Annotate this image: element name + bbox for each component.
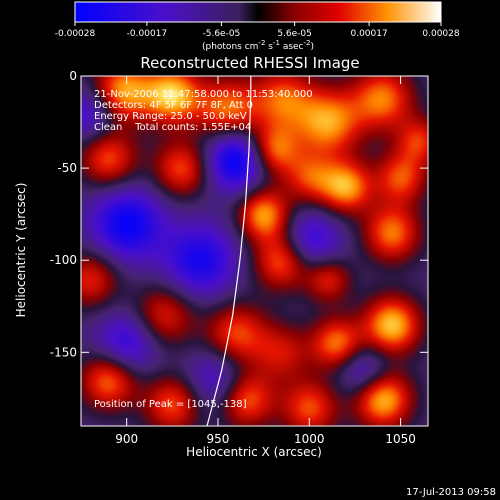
colorbar-tick-label: 5.6e-05 xyxy=(277,29,312,39)
y-tick-label: 0 xyxy=(69,69,77,83)
colorbar-tick-label: -5.6e-05 xyxy=(202,29,240,39)
colorbar: -0.00028 -0.00017 -5.6e-05 5.6e-05 0.00017 0.… xyxy=(55,1,460,52)
annotation-peak: Position of Peak = [1045,-138] xyxy=(94,399,247,410)
solar-limb-line xyxy=(206,76,252,427)
annotation-detectors: Detectors: 4F 5F 6F 7F 8F, Att 0 xyxy=(94,100,253,111)
colorbar-ticks: -0.00028 -0.00017 -5.6e-05 5.6e-05 0.00017 0.… xyxy=(55,22,460,39)
colorbar-tick-label: 0.00017 xyxy=(350,29,387,39)
x-tick-label: 1050 xyxy=(385,432,416,446)
colorbar-tick-label: -0.00017 xyxy=(127,29,167,39)
x-tick-label: 1000 xyxy=(294,432,325,446)
chart-title: Reconstructed RHESSI Image xyxy=(140,54,359,72)
annotation-time: 21-Nov-2006 11:47:58.000 to 11:53:40.000 xyxy=(94,89,313,100)
x-tick-label: 900 xyxy=(115,432,138,446)
heatmap-image xyxy=(81,76,428,426)
annotation-block: 21-Nov-2006 11:47:58.000 to 11:53:40.000… xyxy=(94,89,313,410)
axis-ticks: 900 950 1000 1050 0 -50 -100 -150 xyxy=(50,69,428,446)
colorbar-gradient xyxy=(75,2,441,22)
colorbar-tick-label: 0.00028 xyxy=(422,29,459,39)
annotation-energy: Energy Range: 25.0 - 50.0 keV xyxy=(94,111,247,122)
y-tick-label: -100 xyxy=(50,253,77,267)
y-tick-label: -50 xyxy=(57,161,77,175)
colorbar-unit-label: (photons cm-2 s-1 asec-2) xyxy=(202,39,314,52)
colorbar-tick-label: -0.00028 xyxy=(55,29,96,39)
timestamp: 17-Jul-2013 09:58 xyxy=(406,487,496,498)
x-axis-label: Heliocentric X (arcsec) xyxy=(186,445,322,459)
y-tick-label: -150 xyxy=(50,345,77,359)
x-tick-label: 950 xyxy=(207,432,230,446)
colorbar-frame xyxy=(74,1,442,23)
annotation-counts: Clean Total counts: 1.55E+04 xyxy=(94,122,251,133)
plot-frame xyxy=(80,75,429,427)
y-axis-label: Heliocentric Y (arcsec) xyxy=(14,183,28,318)
plot-area: 900 950 1000 1050 0 -50 -100 -150 xyxy=(50,69,429,446)
